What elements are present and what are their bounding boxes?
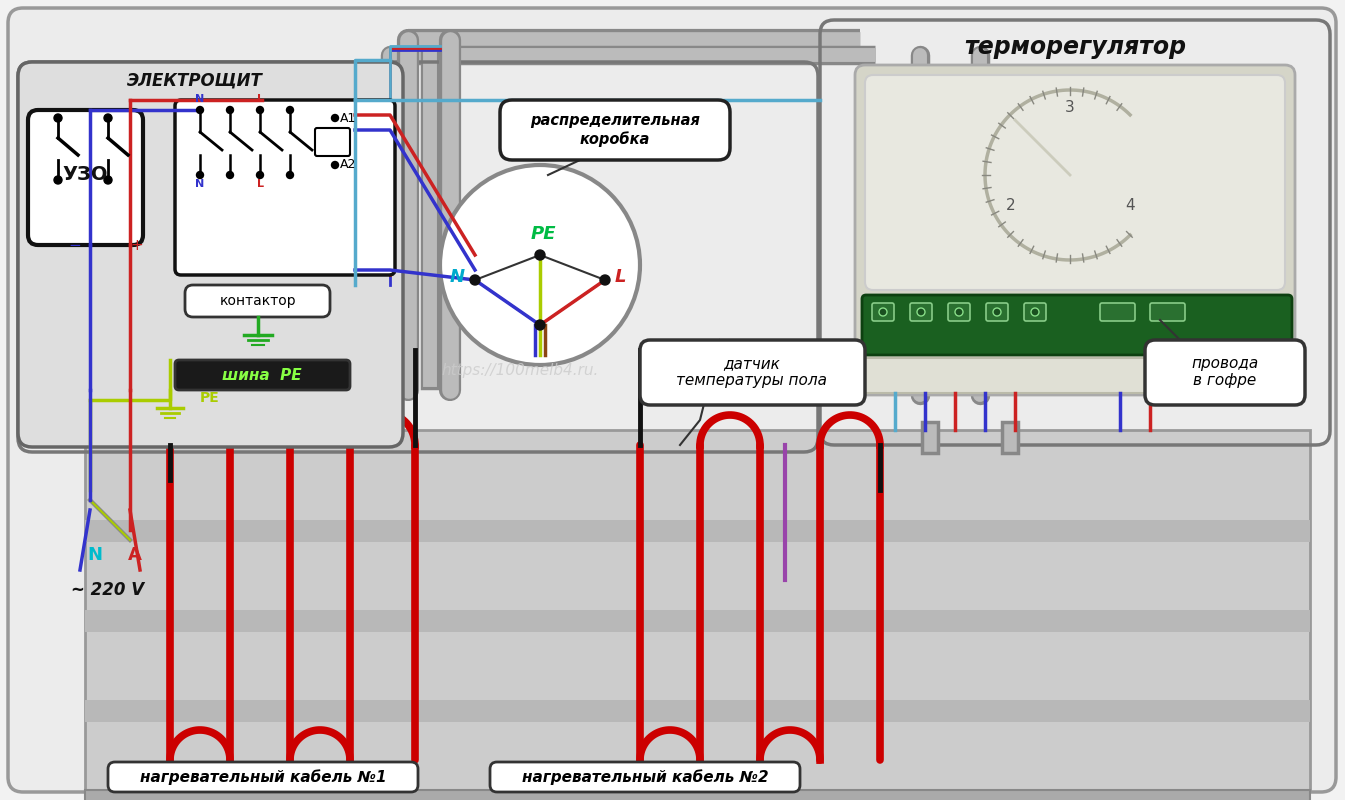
Polygon shape: [85, 430, 1310, 790]
FancyBboxPatch shape: [855, 65, 1295, 395]
Text: терморегулятор: терморегулятор: [964, 35, 1186, 59]
Circle shape: [286, 106, 293, 114]
Text: L: L: [257, 94, 264, 104]
Polygon shape: [85, 610, 1310, 632]
Circle shape: [331, 114, 339, 122]
FancyBboxPatch shape: [1024, 303, 1046, 321]
FancyBboxPatch shape: [948, 303, 970, 321]
Polygon shape: [85, 790, 1310, 800]
Circle shape: [331, 162, 339, 169]
Text: шина  РЕ: шина РЕ: [222, 367, 301, 382]
Circle shape: [286, 171, 293, 178]
Text: УЗО: УЗО: [62, 165, 108, 183]
Text: РЕ: РЕ: [200, 391, 219, 405]
FancyBboxPatch shape: [186, 285, 330, 317]
Circle shape: [54, 176, 62, 184]
Circle shape: [600, 275, 611, 285]
Circle shape: [880, 308, 886, 316]
Circle shape: [1032, 308, 1038, 316]
Circle shape: [257, 106, 264, 114]
Text: A: A: [128, 546, 143, 564]
FancyBboxPatch shape: [862, 295, 1293, 355]
Circle shape: [226, 106, 234, 114]
Polygon shape: [85, 700, 1310, 722]
Text: ~ 220 V: ~ 220 V: [71, 581, 144, 599]
FancyBboxPatch shape: [490, 762, 800, 792]
Circle shape: [54, 114, 62, 122]
FancyBboxPatch shape: [175, 360, 350, 390]
Circle shape: [535, 320, 545, 330]
Text: L: L: [257, 179, 264, 189]
FancyBboxPatch shape: [865, 75, 1284, 290]
FancyBboxPatch shape: [175, 100, 395, 275]
Circle shape: [104, 176, 112, 184]
FancyBboxPatch shape: [28, 110, 143, 245]
Text: провода
в гофре: провода в гофре: [1192, 356, 1259, 388]
FancyBboxPatch shape: [108, 762, 418, 792]
Text: PE: PE: [530, 225, 555, 243]
FancyBboxPatch shape: [986, 303, 1007, 321]
Text: 2: 2: [1006, 198, 1015, 213]
Text: N: N: [87, 546, 102, 564]
Circle shape: [993, 308, 1001, 316]
Text: нагревательный кабель №1: нагревательный кабель №1: [140, 769, 386, 785]
FancyBboxPatch shape: [1100, 303, 1135, 321]
Text: N: N: [449, 268, 465, 286]
FancyBboxPatch shape: [911, 303, 932, 321]
Circle shape: [226, 171, 234, 178]
FancyBboxPatch shape: [8, 8, 1336, 792]
Circle shape: [196, 106, 203, 114]
Text: нагревательный кабель №2: нагревательный кабель №2: [522, 769, 768, 785]
Text: A1: A1: [340, 111, 356, 125]
Text: 3: 3: [1065, 101, 1075, 115]
FancyBboxPatch shape: [872, 303, 894, 321]
Circle shape: [257, 171, 264, 178]
FancyBboxPatch shape: [315, 128, 350, 156]
Text: N: N: [195, 179, 204, 189]
Circle shape: [196, 171, 203, 178]
Text: 4: 4: [1124, 198, 1135, 213]
Text: ЭЛЕКТРОЩИТ: ЭЛЕКТРОЩИТ: [126, 72, 262, 90]
FancyBboxPatch shape: [1145, 340, 1305, 405]
Text: +: +: [130, 238, 144, 253]
Text: контактор: контактор: [219, 294, 296, 308]
Circle shape: [955, 308, 963, 316]
Text: https://100melb4.ru.: https://100melb4.ru.: [441, 362, 599, 378]
Circle shape: [469, 275, 480, 285]
Circle shape: [104, 114, 112, 122]
Circle shape: [440, 165, 640, 365]
Text: A2: A2: [340, 158, 356, 171]
FancyBboxPatch shape: [1150, 303, 1185, 321]
Text: N: N: [195, 94, 204, 104]
Circle shape: [535, 250, 545, 260]
Text: L: L: [615, 268, 627, 286]
FancyBboxPatch shape: [17, 62, 404, 447]
Text: датчик
температуры пола: датчик температуры пола: [677, 356, 827, 388]
Text: распределительная
коробка: распределительная коробка: [530, 114, 699, 146]
FancyBboxPatch shape: [862, 358, 1293, 393]
Circle shape: [917, 308, 925, 316]
Text: −: −: [69, 238, 82, 253]
Polygon shape: [85, 520, 1310, 542]
FancyBboxPatch shape: [640, 340, 865, 405]
FancyBboxPatch shape: [500, 100, 730, 160]
